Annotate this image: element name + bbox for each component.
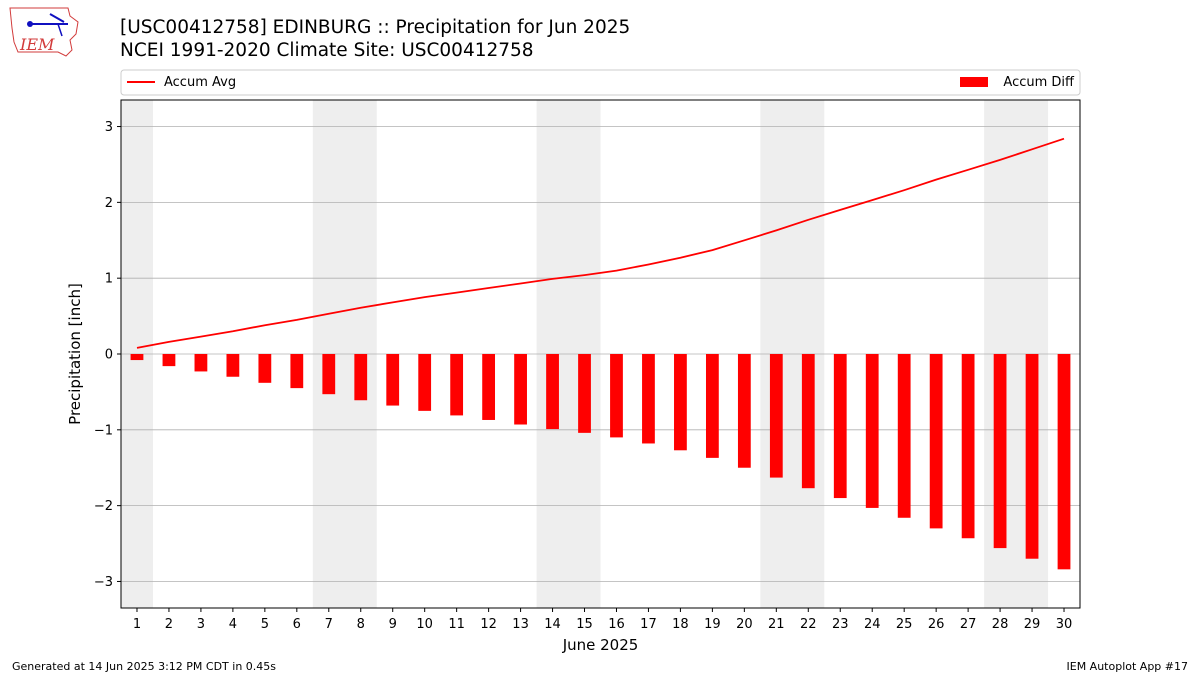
x-tick-label: 13 <box>512 617 529 632</box>
accum-diff-bar <box>1025 354 1039 559</box>
x-tick-label: 8 <box>357 617 365 632</box>
accum-diff-bar <box>929 354 943 529</box>
y-axis-ticks: −3 −2 −1 0 1 2 3 <box>94 120 121 590</box>
x-tick-label: 5 <box>261 617 269 632</box>
y-tick-label: 3 <box>105 120 113 135</box>
accum-diff-bar <box>833 354 847 499</box>
accum-diff-bar <box>610 354 623 438</box>
x-tick-label: 12 <box>480 617 497 632</box>
x-tick-label: 28 <box>992 617 1009 632</box>
accum-diff-bar <box>386 354 400 406</box>
accum-diff-bar <box>705 354 719 458</box>
accum-diff-bar <box>865 354 879 508</box>
x-tick-label: 17 <box>640 617 657 632</box>
x-tick-label: 26 <box>928 617 945 632</box>
accum-diff-bar <box>482 354 496 420</box>
legend-label-accum-diff: Accum Diff <box>1003 75 1075 90</box>
footer-generated-text: Generated at 14 Jun 2025 3:12 PM CDT in … <box>12 660 277 673</box>
x-tick-label: 16 <box>608 617 625 632</box>
x-tick-label: 1 <box>133 617 141 632</box>
y-tick-label: −1 <box>94 423 113 438</box>
x-tick-label: 15 <box>576 617 593 632</box>
footer-app-text: IEM Autoplot App #17 <box>1066 660 1189 673</box>
x-tick-label: 20 <box>736 617 753 632</box>
x-tick-label: 14 <box>544 617 561 632</box>
accum-diff-bar <box>993 354 1007 549</box>
accum-diff-bar <box>961 354 975 539</box>
legend-box <box>120 69 1081 96</box>
legend-bar-swatch <box>960 77 988 87</box>
x-tick-label: 11 <box>448 617 465 632</box>
accum-diff-bar <box>194 354 208 372</box>
accum-diff-bar <box>737 354 751 468</box>
x-tick-label: 9 <box>389 617 397 632</box>
x-axis-ticks: 1 2 3 4 5 6 7 8 9 10 11 12 13 14 15 16 17 18 19 20 21 22 23 24 2… <box>133 608 1072 632</box>
x-tick-label: 22 <box>800 617 817 632</box>
accum-diff-bar <box>226 354 240 377</box>
accum-diff-bar <box>546 354 559 430</box>
accum-diff-bar <box>258 354 272 383</box>
accum-diff-bar <box>354 354 368 401</box>
accum-diff-bar <box>162 354 176 367</box>
x-tick-label: 6 <box>293 617 301 632</box>
logo-text: IEM <box>19 35 55 54</box>
x-tick-label: 10 <box>416 617 433 632</box>
x-tick-label: 23 <box>832 617 849 632</box>
y-tick-label: −2 <box>94 499 113 514</box>
x-tick-label: 19 <box>704 617 721 632</box>
x-tick-label: 18 <box>672 617 689 632</box>
accum-diff-bar <box>897 354 911 518</box>
accum-diff-bar <box>418 354 432 411</box>
legend: Accum Avg Accum Diff <box>120 69 1081 96</box>
x-tick-label: 21 <box>768 617 785 632</box>
x-axis-label: June 2025 <box>562 636 639 654</box>
accum-avg-series-line <box>136 137 1065 349</box>
accum-diff-bar <box>801 354 815 489</box>
iem-state-logo-icon: IEM <box>9 7 79 57</box>
y-axis-label: Precipitation [inch] <box>66 283 84 425</box>
x-tick-label: 2 <box>165 617 173 632</box>
accum-diff-bar <box>130 354 144 361</box>
x-tick-label: 24 <box>864 617 881 632</box>
x-tick-label: 4 <box>229 617 237 632</box>
chart-title: [USC00412758] EDINBURG :: Precipitation … <box>120 17 631 38</box>
y-tick-label: −3 <box>94 575 113 590</box>
accum-diff-bar <box>1057 354 1071 570</box>
accum-diff-bars <box>130 354 1071 570</box>
chart-subtitle: NCEI 1991-2020 Climate Site: USC00412758 <box>120 40 534 61</box>
y-gridlines <box>121 126 1080 582</box>
accum-avg-line <box>136 137 1065 349</box>
x-tick-label: 30 <box>1056 617 1073 632</box>
accum-diff-bar <box>674 354 687 451</box>
accum-diff-bar <box>450 354 464 416</box>
x-tick-label: 27 <box>960 617 977 632</box>
accum-diff-bar <box>769 354 783 478</box>
y-tick-label: 0 <box>105 348 113 363</box>
x-tick-label: 3 <box>197 617 205 632</box>
accum-diff-bar <box>322 354 336 395</box>
accum-diff-bar <box>514 354 527 425</box>
y-tick-label: 1 <box>105 272 113 287</box>
accum-diff-bar <box>642 354 655 444</box>
legend-label-accum-avg: Accum Avg <box>164 75 236 90</box>
accum-diff-bar <box>290 354 304 389</box>
x-tick-label: 25 <box>896 617 913 632</box>
y-tick-label: 2 <box>105 196 113 211</box>
x-tick-label: 29 <box>1024 617 1041 632</box>
accum-diff-bar <box>578 354 591 433</box>
x-tick-label: 7 <box>325 617 333 632</box>
